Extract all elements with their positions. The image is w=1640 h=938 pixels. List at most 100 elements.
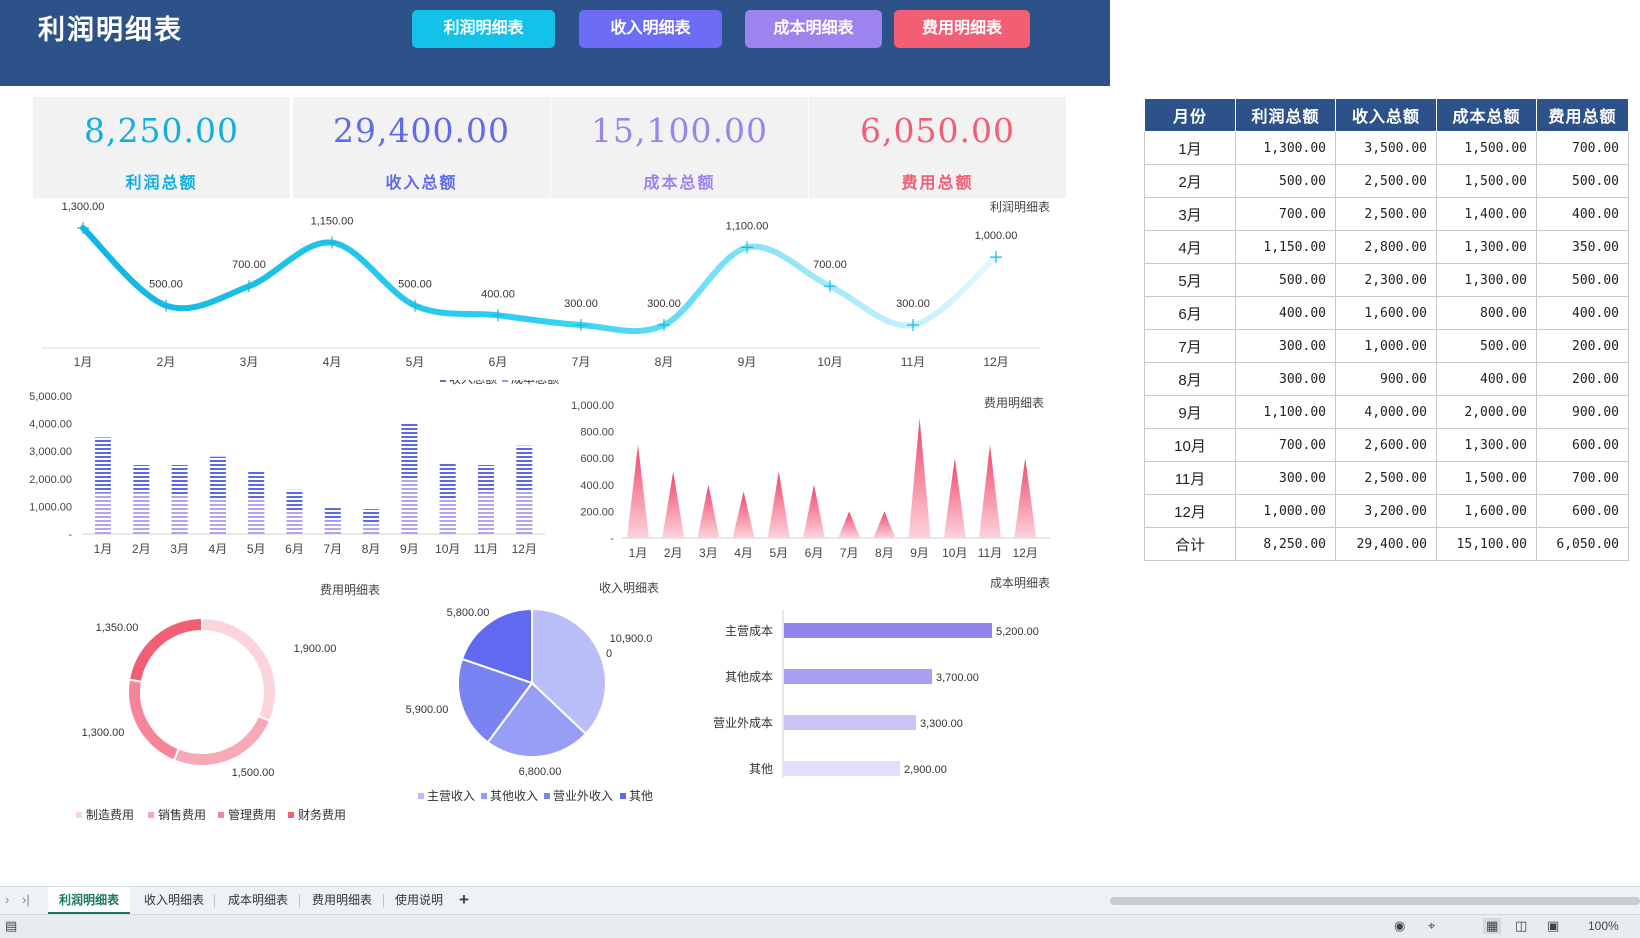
table-cell[interactable]: 1,000.00	[1335, 329, 1437, 363]
expense-donut-chart[interactable]: 1,900.00 1,500.00 1,300.00 1,350.00 费用明细表制造费…	[60, 580, 390, 825]
nav-button-cost[interactable]: 成本明细表	[745, 10, 882, 48]
table-cell[interactable]: 300.00	[1235, 461, 1336, 495]
table-cell[interactable]: 4月	[1144, 230, 1236, 264]
table-cell[interactable]: 400.00	[1436, 362, 1537, 396]
table-row[interactable]: 6月 400.00 1,600.00 800.00 400.00	[1144, 296, 1629, 330]
nav-button-profit[interactable]: 利润明细表	[412, 10, 555, 48]
table-cell[interactable]: 5月	[1144, 263, 1236, 297]
table-cell[interactable]: 500.00	[1536, 164, 1629, 198]
table-cell[interactable]: 12月	[1144, 494, 1236, 528]
income-pie-chart[interactable]: 10,900.0 0 6,800.00 5,900.00 5,800.00 收入明细表主营…	[395, 575, 685, 815]
table-cell[interactable]: 1,300.00	[1436, 263, 1537, 297]
table-cell[interactable]: 300.00	[1235, 362, 1336, 396]
table-row[interactable]: 5月 500.00 2,300.00 1,300.00 500.00	[1144, 263, 1629, 297]
income-cost-bar-chart[interactable]: 5,000.00 4,000.00 3,000.00 2,000.00 1,000.00…	[20, 380, 560, 560]
expense-spike-chart[interactable]: 1,000.00 800.00 600.00 400.00 200.00 - 1月 2月 3月 4…	[560, 380, 1060, 570]
table-cell[interactable]: 500.00	[1536, 263, 1629, 297]
table-cell[interactable]: 3,500.00	[1335, 131, 1437, 165]
table-row[interactable]: 4月 1,150.00 2,800.00 1,300.00 350.00	[1144, 230, 1629, 264]
table-cell[interactable]: 2,500.00	[1335, 164, 1437, 198]
nav-button-income[interactable]: 收入明细表	[579, 10, 722, 48]
table-cell[interactable]: 1,600.00	[1335, 296, 1437, 330]
table-cell[interactable]: 15,100.00	[1436, 527, 1537, 561]
table-cell[interactable]: 1月	[1144, 131, 1236, 165]
document-icon[interactable]: ▤	[5, 918, 18, 933]
table-cell[interactable]: 400.00	[1536, 197, 1629, 231]
table-cell[interactable]: 29,400.00	[1335, 527, 1437, 561]
table-cell[interactable]: 400.00	[1235, 296, 1336, 330]
table-cell[interactable]: 3月	[1144, 197, 1236, 231]
table-cell[interactable]: 700.00	[1235, 197, 1336, 231]
tab-expense-sheet[interactable]: 费用明细表	[311, 893, 372, 907]
table-cell[interactable]: 500.00	[1235, 164, 1336, 198]
table-cell[interactable]: 1,500.00	[1436, 461, 1537, 495]
table-cell[interactable]: 200.00	[1536, 329, 1629, 363]
table-cell[interactable]: 1,000.00	[1235, 494, 1336, 528]
table-cell[interactable]: 700.00	[1536, 461, 1629, 495]
table-cell[interactable]: 350.00	[1536, 230, 1629, 264]
table-cell[interactable]: 合计	[1144, 527, 1236, 561]
table-row[interactable]: 7月 300.00 1,000.00 500.00 200.00	[1144, 329, 1629, 363]
table-row[interactable]: 9月 1,100.00 4,000.00 2,000.00 900.00	[1144, 395, 1629, 429]
table-cell[interactable]: 2,800.00	[1335, 230, 1437, 264]
table-cell[interactable]: 1,500.00	[1436, 131, 1537, 165]
table-row[interactable]: 8月 300.00 900.00 400.00 200.00	[1144, 362, 1629, 396]
tab-instructions-sheet[interactable]: 使用说明	[394, 893, 443, 907]
page-layout-view-icon[interactable]: ◫	[1515, 918, 1528, 933]
table-cell[interactable]: 500.00	[1235, 263, 1336, 297]
eye-icon[interactable]: ◉	[1394, 918, 1406, 933]
table-cell[interactable]: 1,400.00	[1436, 197, 1537, 231]
table-row[interactable]: 2月 500.00 2,500.00 1,500.00 500.00	[1144, 164, 1629, 198]
table-cell[interactable]: 700.00	[1536, 131, 1629, 165]
table-cell[interactable]: 9月	[1144, 395, 1236, 429]
table-cell[interactable]: 400.00	[1536, 296, 1629, 330]
table-cell[interactable]: 1,600.00	[1436, 494, 1537, 528]
table-cell[interactable]: 1,150.00	[1235, 230, 1336, 264]
table-cell[interactable]: 1,100.00	[1235, 395, 1336, 429]
table-cell[interactable]: 500.00	[1436, 329, 1537, 363]
table-cell[interactable]: 6月	[1144, 296, 1236, 330]
normal-view-icon[interactable]: ▦	[1483, 918, 1502, 934]
table-cell[interactable]: 1,500.00	[1436, 164, 1537, 198]
table-cell[interactable]: 1,300.00	[1436, 230, 1537, 264]
table-cell[interactable]: 8,250.00	[1235, 527, 1336, 561]
table-cell[interactable]: 2,500.00	[1335, 461, 1437, 495]
table-cell[interactable]: 1,300.00	[1235, 131, 1336, 165]
col-header-cost[interactable]: 成本总额	[1436, 98, 1537, 132]
table-cell[interactable]: 600.00	[1536, 428, 1629, 462]
table-cell[interactable]: 10月	[1144, 428, 1236, 462]
tab-income-sheet[interactable]: 收入明细表	[143, 893, 204, 907]
table-cell[interactable]: 1,300.00	[1436, 428, 1537, 462]
add-sheet-icon[interactable]: +	[459, 890, 469, 909]
table-cell[interactable]: 900.00	[1335, 362, 1437, 396]
nav-button-expense[interactable]: 费用明细表	[894, 10, 1030, 48]
table-cell[interactable]: 800.00	[1436, 296, 1537, 330]
tab-profit-sheet[interactable]: 利润明细表	[48, 887, 130, 914]
col-header-expense[interactable]: 费用总额	[1536, 98, 1629, 132]
table-cell[interactable]: 7月	[1144, 329, 1236, 363]
table-cell[interactable]: 600.00	[1536, 494, 1629, 528]
table-cell[interactable]: 3,200.00	[1335, 494, 1437, 528]
col-header-income[interactable]: 收入总额	[1335, 98, 1437, 132]
table-row[interactable]: 12月 1,000.00 3,200.00 1,600.00 600.00	[1144, 494, 1629, 528]
tab-cost-sheet[interactable]: 成本明细表	[227, 893, 288, 907]
nav-prev-icon[interactable]: ›	[5, 892, 10, 907]
table-cell[interactable]: 11月	[1144, 461, 1236, 495]
table-cell[interactable]: 700.00	[1235, 428, 1336, 462]
table-total-row[interactable]: 合计 8,250.00 29,400.00 15,100.00 6,050.00	[1144, 527, 1629, 561]
table-cell[interactable]: 200.00	[1536, 362, 1629, 396]
table-row[interactable]: 3月 700.00 2,500.00 1,400.00 400.00	[1144, 197, 1629, 231]
profit-line-chart[interactable]: 1,300.00 1月 500.00 2月 700.00 3月 1,150.00 4月 500.…	[30, 200, 1090, 380]
table-cell[interactable]: 2,600.00	[1335, 428, 1437, 462]
table-cell[interactable]: 2,500.00	[1335, 197, 1437, 231]
table-cell[interactable]: 2月	[1144, 164, 1236, 198]
horizontal-scrollbar[interactable]	[1110, 897, 1640, 905]
table-cell[interactable]: 300.00	[1235, 329, 1336, 363]
page-break-view-icon[interactable]: ▣	[1547, 918, 1560, 933]
table-cell[interactable]: 8月	[1144, 362, 1236, 396]
col-header-month[interactable]: 月份	[1144, 98, 1236, 132]
nav-last-icon[interactable]: ›|	[22, 892, 30, 907]
zoom-level[interactable]: 100%	[1588, 919, 1619, 933]
col-header-profit[interactable]: 利润总额	[1235, 98, 1336, 132]
table-row[interactable]: 11月 300.00 2,500.00 1,500.00 700.00	[1144, 461, 1629, 495]
